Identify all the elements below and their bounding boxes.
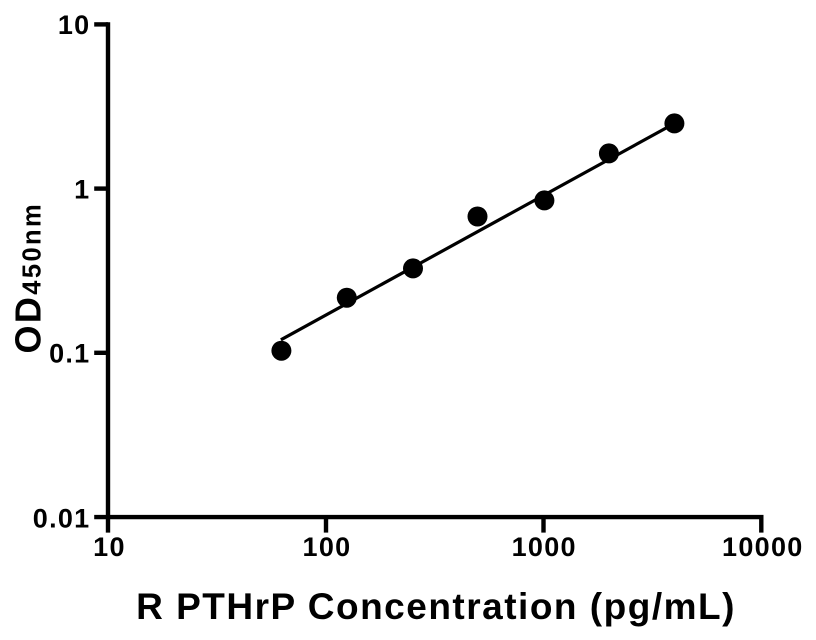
svg-text:0.01: 0.01 (33, 504, 91, 534)
svg-text:10: 10 (93, 532, 126, 562)
svg-text:R PTHrP Concentration (pg/mL): R PTHrP Concentration (pg/mL) (136, 586, 736, 627)
svg-text:100: 100 (303, 532, 352, 562)
svg-text:10: 10 (58, 10, 91, 40)
svg-text:1: 1 (74, 174, 90, 204)
svg-text:1000: 1000 (512, 532, 577, 562)
svg-text:10000: 10000 (722, 532, 804, 562)
svg-text:0.1: 0.1 (49, 339, 90, 369)
